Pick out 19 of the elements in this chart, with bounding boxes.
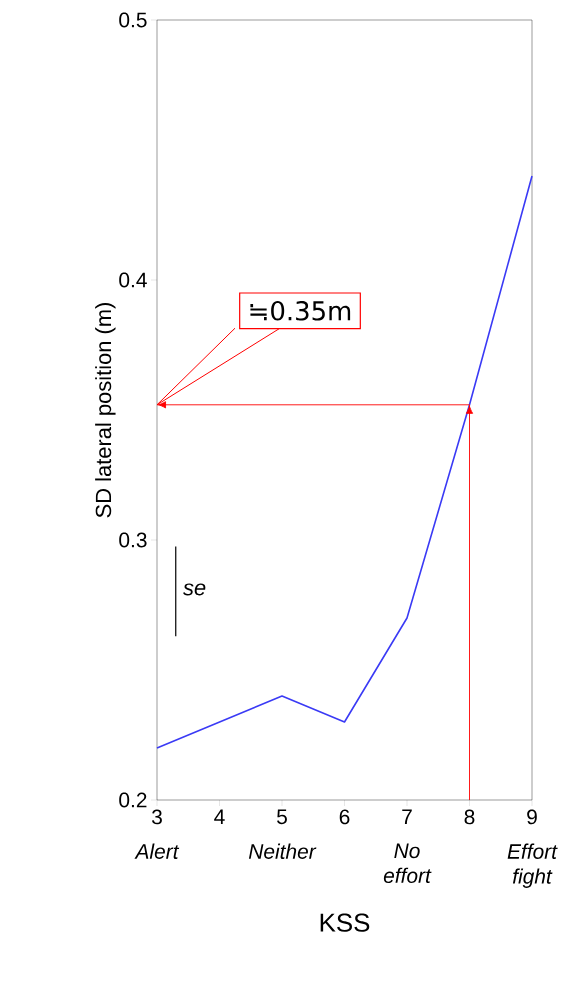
text: Alert <box>134 843 180 859</box>
annotation: se <box>183 583 206 596</box>
x-tick-label: 8 <box>464 809 475 825</box>
x-tick-label: 3 <box>151 809 162 825</box>
text: Neither <box>248 843 317 859</box>
x-tick-label: 4 <box>214 809 225 824</box>
y-tick-label: 0.4 <box>119 272 147 288</box>
x-tick-label: 6 <box>339 809 350 825</box>
y-tick-label: 0.3 <box>119 532 147 548</box>
text: Effort fight <box>507 843 558 888</box>
x-tick-label: 7 <box>402 809 412 824</box>
x-axis-title: KSS <box>320 913 370 932</box>
text: No effort <box>383 843 432 884</box>
y-tick-label: 0.2 <box>119 792 147 808</box>
y-axis-title: SD lateral position (m) <box>95 303 116 518</box>
x-tick-label: 9 <box>527 809 537 825</box>
annotation: ≒0.35m <box>250 301 351 321</box>
x-tick-label: 5 <box>277 809 287 825</box>
y-tick-label: 0.5 <box>119 12 147 28</box>
